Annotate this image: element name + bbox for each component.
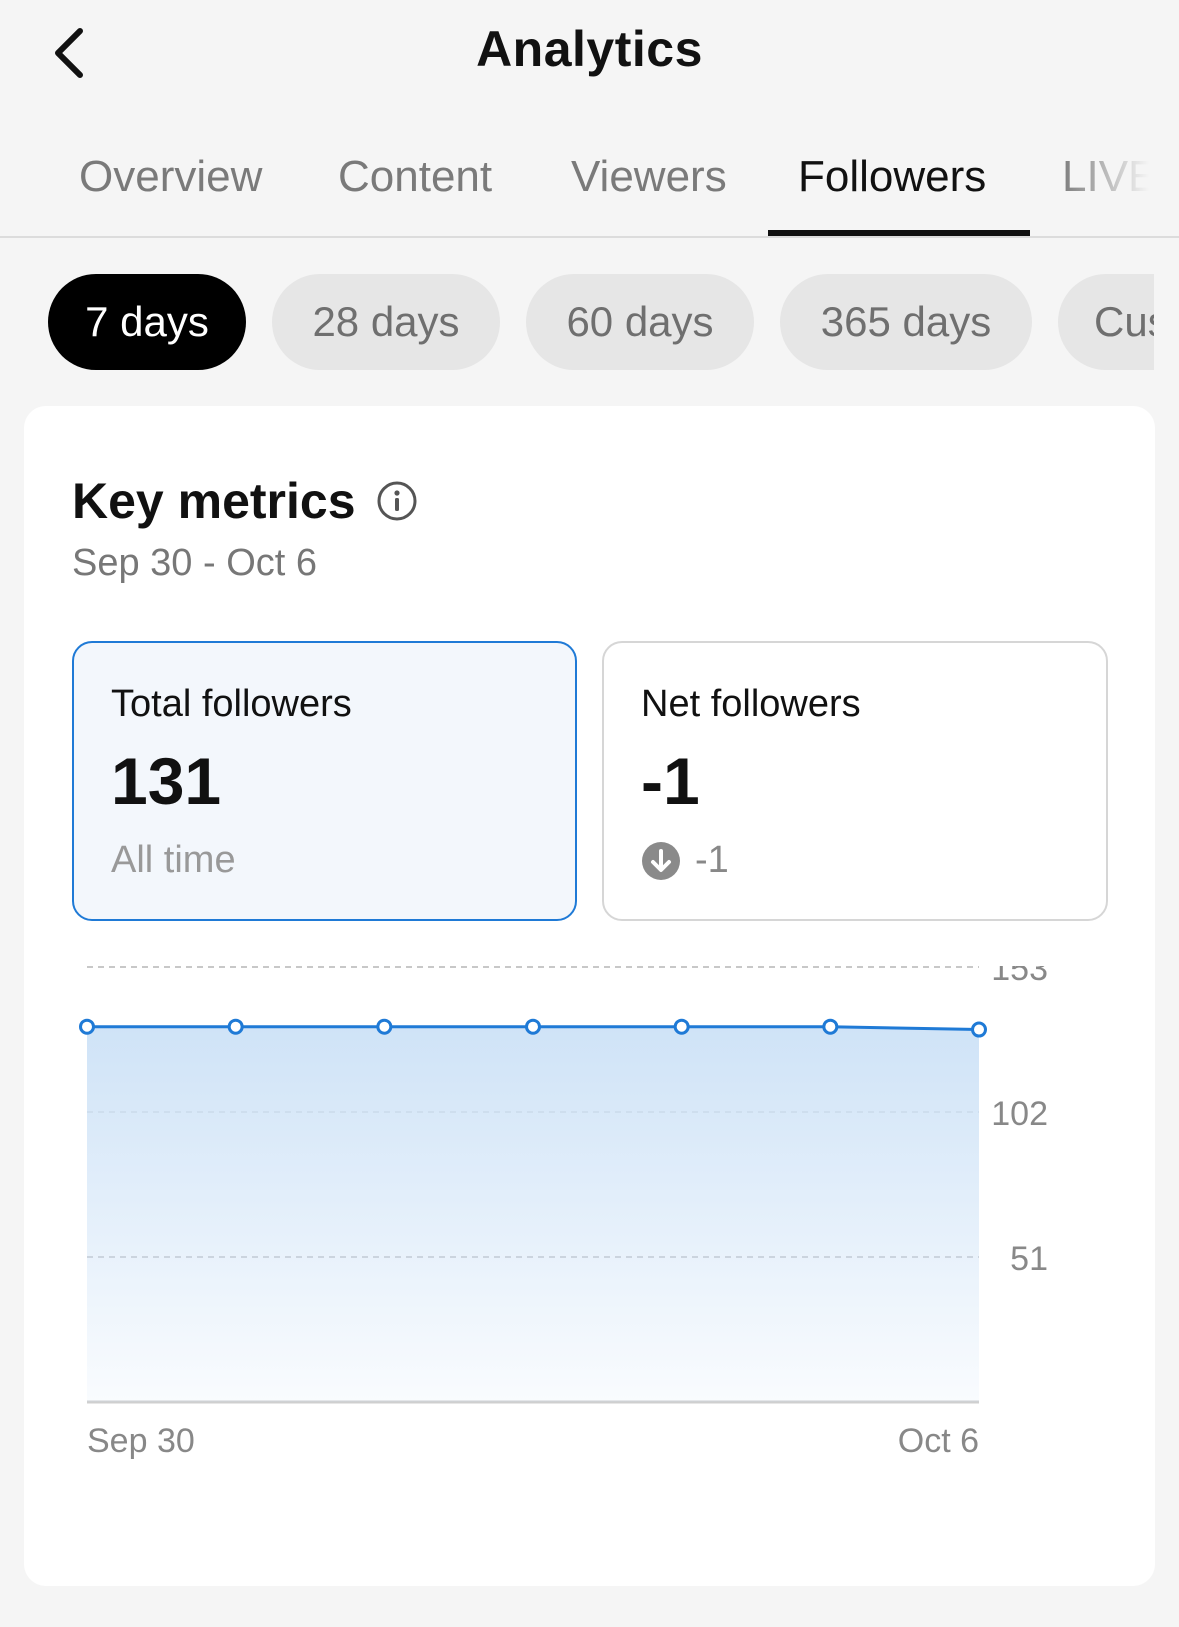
arrow-down-circle-icon <box>642 841 680 880</box>
active-tab-indicator <box>768 230 1030 236</box>
tab-viewers[interactable]: Viewers <box>571 152 727 201</box>
range-chip-7-days[interactable]: 7 days <box>48 274 246 370</box>
net-followers-delta: -1 <box>641 839 729 882</box>
data-point-4 <box>673 1018 690 1035</box>
series-area <box>87 1026 979 1402</box>
total-followers-card[interactable]: Total followers 131 All time <box>72 641 577 921</box>
data-point-5 <box>822 1018 839 1035</box>
total-followers-period: All time <box>111 839 236 881</box>
page-title: Analytics <box>476 21 703 77</box>
net-followers-delta-value: -1 <box>695 839 729 881</box>
header: Analytics <box>0 0 1179 110</box>
total-followers-value: 131 <box>111 744 222 818</box>
back-button[interactable] <box>38 18 98 88</box>
tab-overview[interactable]: Overview <box>79 152 263 201</box>
data-point-6 <box>971 1021 987 1038</box>
total-followers-label: Total followers <box>111 683 352 725</box>
tab-followers[interactable]: Followers <box>798 152 987 201</box>
net-followers-value: -1 <box>641 744 700 818</box>
info-icon[interactable] <box>376 480 418 522</box>
net-followers-label: Net followers <box>641 683 861 725</box>
y-tick-label: 51 <box>1010 1240 1048 1278</box>
data-point-0 <box>79 1018 95 1035</box>
net-followers-card[interactable]: Net followers -1 -1 <box>602 641 1108 921</box>
y-tick-label: 102 <box>991 1095 1048 1133</box>
chevron-left-icon <box>55 28 83 78</box>
tab-live[interactable]: LIVE <box>1062 152 1158 201</box>
key-metrics-title: Key metrics <box>72 473 356 529</box>
x-tick-label-end: Oct 6 <box>898 1422 979 1460</box>
range-selector: 7 days 28 days 60 days 365 days Custom <box>0 274 1154 370</box>
data-point-2 <box>376 1018 393 1035</box>
key-metrics-card: Key metrics Sep 30 - Oct 6 Total followe… <box>24 406 1155 1586</box>
x-tick-label-start: Sep 30 <box>87 1422 195 1460</box>
tab-content[interactable]: Content <box>338 152 493 201</box>
range-chip-28-days[interactable]: 28 days <box>272 274 500 370</box>
range-chip-custom[interactable]: Custom <box>1058 274 1154 370</box>
date-range: Sep 30 - Oct 6 <box>72 542 318 584</box>
data-point-1 <box>227 1018 244 1035</box>
range-chip-60-days[interactable]: 60 days <box>526 274 754 370</box>
data-point-3 <box>525 1018 541 1035</box>
y-tick-label: 153 <box>991 966 1048 988</box>
followers-chart: 51 102 153 Sep 30 Oct 6 <box>79 966 1048 1460</box>
range-chip-365-days[interactable]: 365 days <box>780 274 1032 370</box>
tab-bar: Overview Content Viewers Followers LIVE <box>0 130 1179 238</box>
